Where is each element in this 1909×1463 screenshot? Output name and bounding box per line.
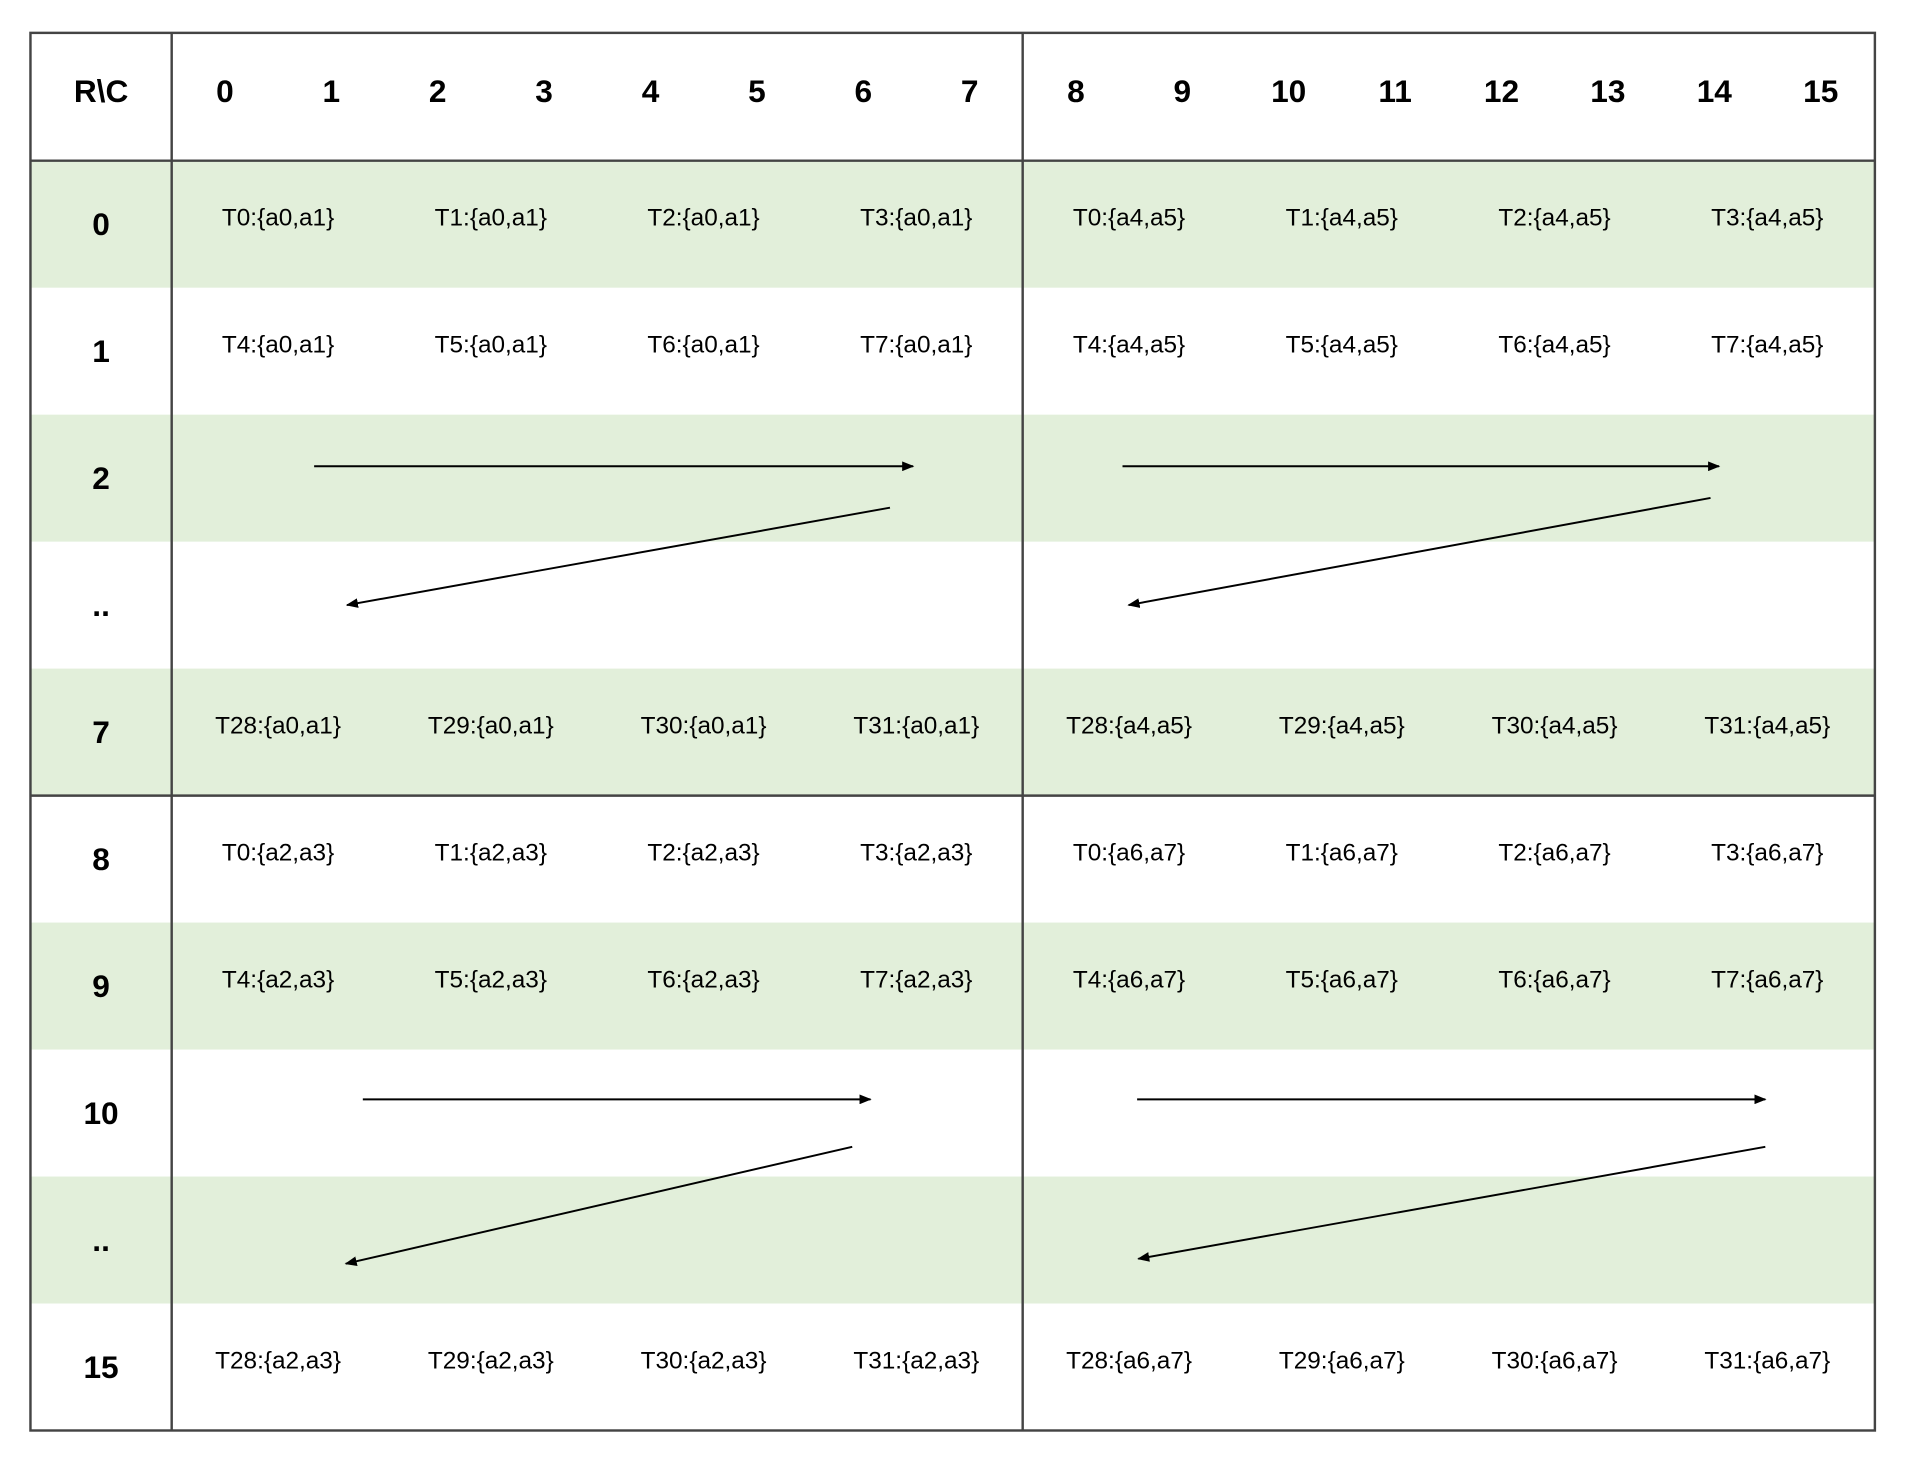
cell: T28:{a2,a3} xyxy=(215,1348,341,1375)
cell: T2:{a0,a1} xyxy=(647,205,759,232)
row-label: 15 xyxy=(83,1349,118,1385)
cell: T4:{a4,a5} xyxy=(1073,332,1185,359)
cell: T5:{a4,a5} xyxy=(1286,332,1398,359)
row-label: 10 xyxy=(83,1095,118,1131)
cell: T5:{a0,a1} xyxy=(435,332,547,359)
row-label: .. xyxy=(92,587,110,623)
column-header: 1 xyxy=(322,73,340,109)
row-band xyxy=(30,160,1875,288)
cell: T30:{a6,a7} xyxy=(1492,1348,1618,1375)
cell: T1:{a0,a1} xyxy=(435,205,547,232)
cell: T1:{a2,a3} xyxy=(435,840,547,867)
cell: T3:{a4,a5} xyxy=(1711,205,1823,232)
cell: T30:{a2,a3} xyxy=(641,1348,767,1375)
cell: T29:{a4,a5} xyxy=(1279,713,1405,740)
column-header: 8 xyxy=(1067,73,1085,109)
cell: T7:{a0,a1} xyxy=(860,332,972,359)
cell: T4:{a2,a3} xyxy=(222,967,334,994)
cell: T29:{a0,a1} xyxy=(428,713,554,740)
row-label: 7 xyxy=(92,714,110,750)
cell: T7:{a4,a5} xyxy=(1711,332,1823,359)
table-border xyxy=(29,31,1877,1432)
cell: T5:{a2,a3} xyxy=(435,967,547,994)
arrow xyxy=(1137,1145,1766,1262)
column-header: 10 xyxy=(1271,73,1306,109)
row-label: 2 xyxy=(92,460,110,496)
cell: T0:{a4,a5} xyxy=(1073,205,1185,232)
row-label: 9 xyxy=(92,968,110,1004)
cell: T0:{a2,a3} xyxy=(222,840,334,867)
cell: T7:{a6,a7} xyxy=(1711,967,1823,994)
column-header: 14 xyxy=(1697,73,1733,109)
cell: T28:{a0,a1} xyxy=(215,713,341,740)
row-label: 0 xyxy=(92,206,110,242)
column-header: 5 xyxy=(748,73,766,109)
cell: T1:{a6,a7} xyxy=(1286,840,1398,867)
cell: T2:{a4,a5} xyxy=(1498,205,1610,232)
column-header: 2 xyxy=(429,73,447,109)
arrow xyxy=(345,506,891,608)
cell: T1:{a4,a5} xyxy=(1286,205,1398,232)
cell: T6:{a6,a7} xyxy=(1498,967,1610,994)
cell: T0:{a6,a7} xyxy=(1073,840,1185,867)
cell: T4:{a6,a7} xyxy=(1073,967,1185,994)
cell: T5:{a6,a7} xyxy=(1286,967,1398,994)
row-label: 1 xyxy=(92,333,110,369)
column-header: 15 xyxy=(1803,73,1838,109)
column-header: 7 xyxy=(961,73,979,109)
grid xyxy=(29,31,1877,1432)
column-header: 13 xyxy=(1590,73,1625,109)
column-header: 12 xyxy=(1484,73,1519,109)
cell: T31:{a2,a3} xyxy=(853,1348,979,1375)
column-header: 6 xyxy=(855,73,873,109)
arrow xyxy=(1127,496,1711,608)
cell: T29:{a6,a7} xyxy=(1279,1348,1405,1375)
row-band xyxy=(30,668,1875,796)
cell: T0:{a0,a1} xyxy=(222,205,334,232)
cell: T7:{a2,a3} xyxy=(860,967,972,994)
cell: T3:{a2,a3} xyxy=(860,840,972,867)
column-header: 4 xyxy=(642,73,660,109)
cell: T30:{a0,a1} xyxy=(641,713,767,740)
arrows xyxy=(314,461,1767,1266)
cell: T4:{a0,a1} xyxy=(222,332,334,359)
cell: T3:{a0,a1} xyxy=(860,205,972,232)
column-header: 0 xyxy=(216,73,234,109)
row-band xyxy=(30,922,1875,1050)
cell: T6:{a4,a5} xyxy=(1498,332,1610,359)
cell: T6:{a0,a1} xyxy=(647,332,759,359)
cell: T31:{a4,a5} xyxy=(1704,713,1830,740)
cell: T31:{a0,a1} xyxy=(853,713,979,740)
row-label: 8 xyxy=(92,841,110,877)
cell: T31:{a6,a7} xyxy=(1704,1348,1830,1375)
row-band xyxy=(30,414,1875,542)
row-label: .. xyxy=(92,1222,110,1258)
row-band xyxy=(30,1176,1875,1304)
column-header: 11 xyxy=(1378,73,1411,109)
cell: T3:{a6,a7} xyxy=(1711,840,1823,867)
cell: T2:{a6,a7} xyxy=(1498,840,1610,867)
arrow xyxy=(344,1145,853,1266)
cell: T6:{a2,a3} xyxy=(647,967,759,994)
corner-label: R\C xyxy=(74,73,129,109)
cell: T28:{a4,a5} xyxy=(1066,713,1192,740)
cell: T28:{a6,a7} xyxy=(1066,1348,1192,1375)
cell: T2:{a2,a3} xyxy=(647,840,759,867)
cell: T30:{a4,a5} xyxy=(1492,713,1618,740)
column-header: 3 xyxy=(535,73,553,109)
column-header: 9 xyxy=(1173,73,1191,109)
cell: T29:{a2,a3} xyxy=(428,1348,554,1375)
